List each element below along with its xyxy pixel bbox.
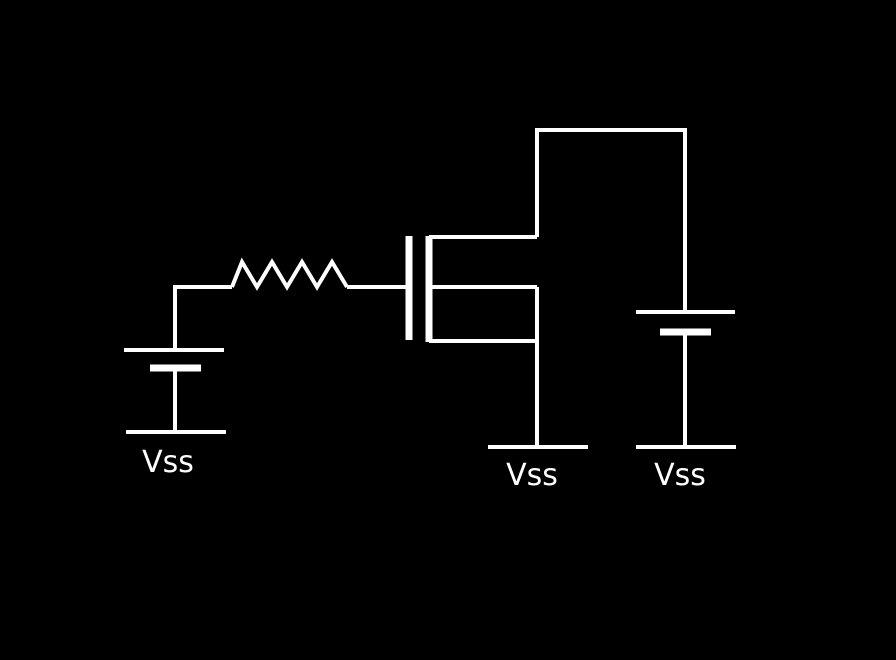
vss-label-right: Vss (654, 458, 706, 493)
left-battery-top-wire (173, 285, 232, 350)
vss-label-left: Vss (142, 445, 194, 480)
resistor (230, 257, 349, 291)
drain-to-right-battery-wire (535, 128, 687, 312)
vss-label-middle: Vss (506, 458, 558, 493)
